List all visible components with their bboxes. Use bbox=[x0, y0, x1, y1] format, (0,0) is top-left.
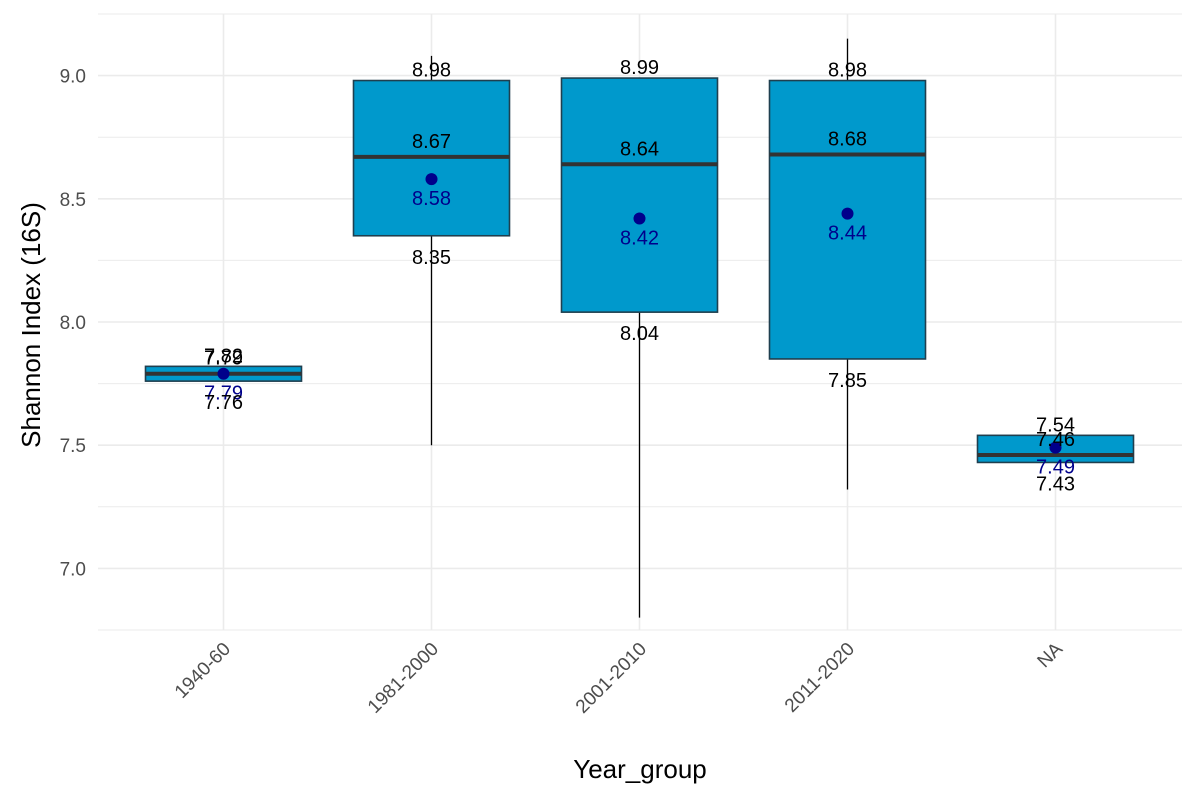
box-rect bbox=[560, 77, 719, 313]
q1-label: 8.35 bbox=[412, 247, 451, 269]
q1-label: 7.43 bbox=[1036, 473, 1075, 495]
median-label: 7.79 bbox=[204, 348, 243, 370]
q1-label: 7.76 bbox=[204, 392, 243, 414]
mean-label: 8.58 bbox=[412, 188, 451, 210]
y-tick-label: 8.5 bbox=[60, 190, 86, 211]
value-labels: 7.827.797.797.768.988.678.588.358.998.64… bbox=[204, 57, 1075, 495]
box-1981-2000 bbox=[352, 55, 511, 446]
mean-point bbox=[1049, 441, 1062, 454]
y-tick-label: 7.0 bbox=[60, 559, 86, 580]
median-label: 8.68 bbox=[828, 128, 867, 150]
mean-point bbox=[217, 367, 230, 380]
y-axis-ticks: 7.0 7.5 8.0 8.5 9.0 bbox=[60, 67, 86, 581]
mean-point bbox=[425, 173, 438, 186]
mean-label: 7.49 bbox=[1036, 457, 1075, 479]
q3-label: 8.98 bbox=[412, 60, 451, 82]
x-tick-label: 2001-2010 bbox=[572, 639, 651, 718]
mean-label: 8.42 bbox=[620, 228, 659, 250]
mean-point bbox=[841, 207, 854, 220]
q1-label: 8.04 bbox=[620, 323, 659, 345]
box-2011-2020 bbox=[768, 38, 927, 490]
box-rect bbox=[768, 79, 927, 360]
mean-label: 8.44 bbox=[828, 223, 867, 245]
x-tick-label: 2011-2020 bbox=[781, 639, 859, 717]
box-NA bbox=[976, 434, 1135, 464]
x-axis-ticks: 1940-60 1981-2000 2001-2010 2011-2020 NA bbox=[171, 638, 1067, 717]
x-tick-label: NA bbox=[1034, 638, 1068, 672]
median-label: 7.46 bbox=[1036, 429, 1075, 451]
y-tick-label: 8.0 bbox=[60, 313, 86, 334]
x-tick-label: 1981-2000 bbox=[364, 639, 443, 718]
mean-label: 7.79 bbox=[204, 383, 243, 405]
x-tick-label: 1940-60 bbox=[171, 639, 235, 703]
box-2001-2010 bbox=[560, 77, 719, 618]
y-axis-title: Shannon Index (16S) bbox=[16, 202, 46, 448]
y-tick-label: 7.5 bbox=[60, 436, 86, 457]
q1-label: 7.85 bbox=[828, 370, 867, 392]
q3-label: 7.54 bbox=[1036, 414, 1075, 436]
q3-label: 7.82 bbox=[204, 345, 243, 367]
boxes bbox=[144, 38, 1135, 618]
box-1940-60 bbox=[144, 365, 303, 382]
median-label: 8.64 bbox=[620, 138, 659, 160]
x-axis-title: Year_group bbox=[573, 754, 707, 784]
q3-label: 8.99 bbox=[620, 57, 659, 79]
y-tick-label: 9.0 bbox=[60, 67, 86, 88]
q3-label: 8.98 bbox=[828, 60, 867, 82]
median-label: 8.67 bbox=[412, 131, 451, 153]
mean-point bbox=[633, 212, 646, 225]
